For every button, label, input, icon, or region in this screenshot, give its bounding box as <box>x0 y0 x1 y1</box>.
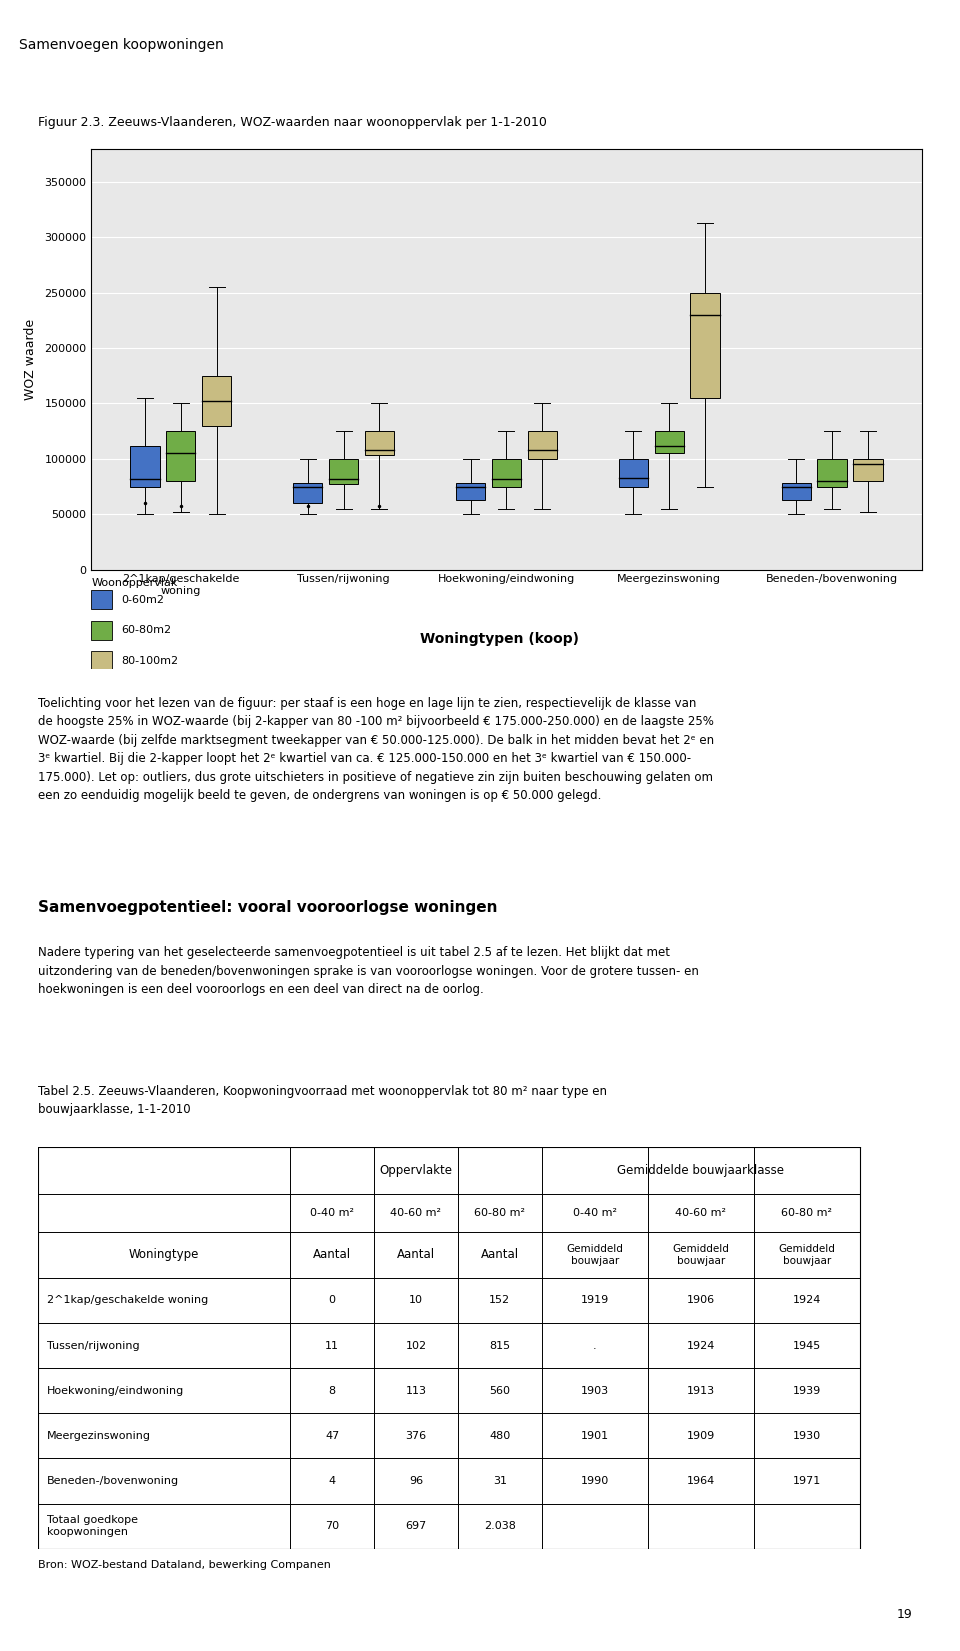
Text: 47: 47 <box>324 1431 339 1441</box>
Text: 1909: 1909 <box>686 1431 715 1441</box>
Text: Tussen/rijwoning: Tussen/rijwoning <box>47 1341 140 1351</box>
Text: Gemiddeld
bouwjaar: Gemiddeld bouwjaar <box>566 1243 623 1266</box>
Text: 4: 4 <box>328 1476 336 1486</box>
Text: 102: 102 <box>405 1341 426 1351</box>
Text: Oppervlakte: Oppervlakte <box>379 1164 452 1177</box>
FancyBboxPatch shape <box>690 292 720 398</box>
Text: 152: 152 <box>490 1296 511 1306</box>
Text: Aantal: Aantal <box>396 1248 435 1261</box>
Y-axis label: WOZ waarde: WOZ waarde <box>24 319 37 400</box>
Text: 113: 113 <box>405 1385 426 1395</box>
Text: Woningtype: Woningtype <box>129 1248 200 1261</box>
Text: 10: 10 <box>409 1296 423 1306</box>
Text: 2.038: 2.038 <box>484 1521 516 1530</box>
Text: 2^1kap/geschakelde woning: 2^1kap/geschakelde woning <box>47 1296 208 1306</box>
Text: 0-40 m²: 0-40 m² <box>310 1207 354 1218</box>
FancyBboxPatch shape <box>655 431 684 454</box>
Text: 40-60 m²: 40-60 m² <box>391 1207 442 1218</box>
Text: Hoekwoning/eindwoning: Hoekwoning/eindwoning <box>47 1385 184 1395</box>
FancyBboxPatch shape <box>781 484 811 500</box>
Text: 480: 480 <box>490 1431 511 1441</box>
Text: 0-60m2: 0-60m2 <box>121 594 164 604</box>
Text: 697: 697 <box>405 1521 426 1530</box>
Text: Gemiddeld
bouwjaar: Gemiddeld bouwjaar <box>672 1243 730 1266</box>
Text: Meergezinswoning: Meergezinswoning <box>47 1431 152 1441</box>
Text: 31: 31 <box>492 1476 507 1486</box>
Text: Tabel 2.5. Zeeuws-Vlaanderen, Koopwoningvoorraad met woonoppervlak tot 80 m² naa: Tabel 2.5. Zeeuws-Vlaanderen, Koopwoning… <box>38 1085 608 1116</box>
Text: 19: 19 <box>897 1608 912 1621</box>
Text: 1939: 1939 <box>793 1385 821 1395</box>
FancyBboxPatch shape <box>528 431 557 459</box>
Text: 1913: 1913 <box>686 1385 715 1395</box>
Text: 0: 0 <box>328 1296 336 1306</box>
Text: Bron: WOZ-bestand Dataland, bewerking Companen: Bron: WOZ-bestand Dataland, bewerking Co… <box>38 1560 331 1570</box>
FancyBboxPatch shape <box>817 459 847 487</box>
FancyBboxPatch shape <box>293 484 323 504</box>
Text: 1945: 1945 <box>793 1341 821 1351</box>
Text: Nadere typering van het geselecteerde samenvoegpotentieel is uit tabel 2.5 af te: Nadere typering van het geselecteerde sa… <box>38 946 699 996</box>
Text: 1930: 1930 <box>793 1431 821 1441</box>
Text: 1924: 1924 <box>686 1341 715 1351</box>
Text: 80-100m2: 80-100m2 <box>121 655 178 665</box>
FancyBboxPatch shape <box>131 446 159 487</box>
FancyBboxPatch shape <box>492 459 521 487</box>
Text: 1924: 1924 <box>793 1296 821 1306</box>
Text: Beneden-/bovenwoning: Beneden-/bovenwoning <box>47 1476 180 1486</box>
Text: 1919: 1919 <box>581 1296 609 1306</box>
Text: 40-60 m²: 40-60 m² <box>675 1207 727 1218</box>
Text: Totaal goedkope
koopwoningen: Totaal goedkope koopwoningen <box>47 1516 138 1537</box>
FancyBboxPatch shape <box>91 621 112 641</box>
FancyBboxPatch shape <box>619 459 648 487</box>
FancyBboxPatch shape <box>166 431 196 480</box>
FancyBboxPatch shape <box>365 431 394 456</box>
FancyBboxPatch shape <box>853 459 882 480</box>
Text: 96: 96 <box>409 1476 423 1486</box>
Text: Samenvoegpotentieel: vooral vooroorlogse woningen: Samenvoegpotentieel: vooral vooroorlogse… <box>38 900 498 915</box>
Text: 60-80 m²: 60-80 m² <box>781 1207 832 1218</box>
Text: 60-80m2: 60-80m2 <box>121 626 171 636</box>
Text: 11: 11 <box>325 1341 339 1351</box>
FancyBboxPatch shape <box>202 376 231 426</box>
FancyBboxPatch shape <box>91 589 112 609</box>
Text: 815: 815 <box>490 1341 511 1351</box>
Text: 560: 560 <box>490 1385 511 1395</box>
Text: 1990: 1990 <box>581 1476 609 1486</box>
Text: 8: 8 <box>328 1385 336 1395</box>
Text: .: . <box>593 1341 596 1351</box>
Text: Aantal: Aantal <box>481 1248 519 1261</box>
Text: 1901: 1901 <box>581 1431 609 1441</box>
Text: Gemiddeld
bouwjaar: Gemiddeld bouwjaar <box>779 1243 835 1266</box>
Text: Figuur 2.3. Zeeuws-Vlaanderen, WOZ-waarden naar woonoppervlak per 1-1-2010: Figuur 2.3. Zeeuws-Vlaanderen, WOZ-waard… <box>38 116 547 129</box>
Text: Woningtypen (koop): Woningtypen (koop) <box>420 632 579 646</box>
Text: 60-80 m²: 60-80 m² <box>474 1207 525 1218</box>
FancyBboxPatch shape <box>456 484 485 500</box>
Text: 70: 70 <box>325 1521 339 1530</box>
Text: Gemiddelde bouwjaarklasse: Gemiddelde bouwjaarklasse <box>617 1164 784 1177</box>
Text: 1971: 1971 <box>793 1476 821 1486</box>
Text: Woonoppervlak: Woonoppervlak <box>91 578 178 588</box>
Text: 0-40 m²: 0-40 m² <box>573 1207 617 1218</box>
Text: 1903: 1903 <box>581 1385 609 1395</box>
Text: Aantal: Aantal <box>313 1248 351 1261</box>
Text: Samenvoegen koopwoningen: Samenvoegen koopwoningen <box>19 38 224 51</box>
FancyBboxPatch shape <box>91 652 112 670</box>
Text: 376: 376 <box>405 1431 426 1441</box>
Text: 1906: 1906 <box>686 1296 715 1306</box>
FancyBboxPatch shape <box>329 459 358 484</box>
Text: Toelichting voor het lezen van de figuur: per staaf is een hoge en lage lijn te : Toelichting voor het lezen van de figuur… <box>38 697 714 802</box>
Text: 1964: 1964 <box>686 1476 715 1486</box>
